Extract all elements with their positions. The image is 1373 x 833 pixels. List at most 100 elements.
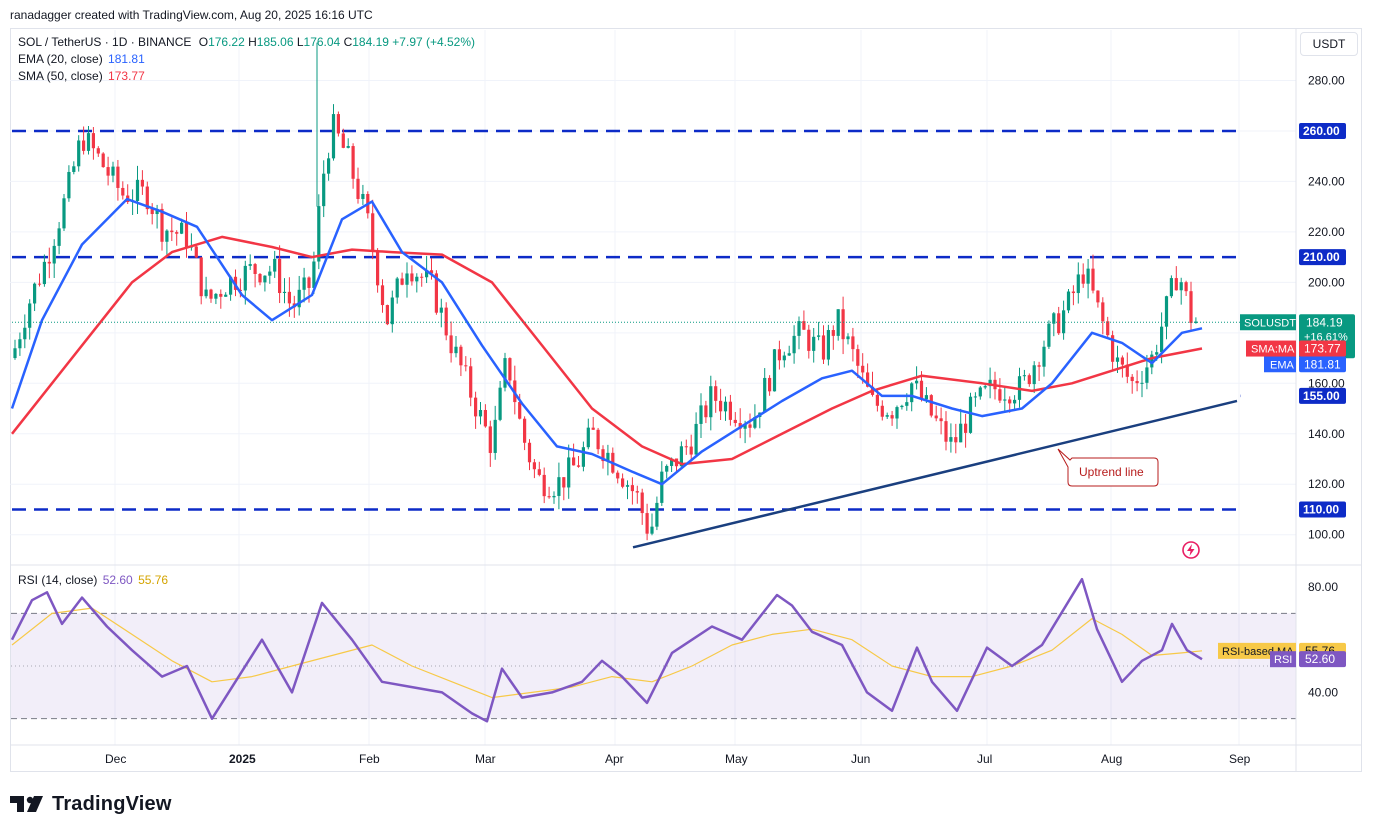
- candle-body: [532, 462, 536, 470]
- candle-body: [243, 265, 247, 291]
- candle-body: [910, 383, 914, 403]
- legend-rsi-ma-value: 55.76: [138, 573, 169, 587]
- legend-ema-value: 181.81: [108, 52, 145, 66]
- candle-body: [557, 477, 561, 496]
- candle-body: [807, 329, 811, 351]
- candle-body: [606, 452, 610, 462]
- y-tick-label: 100.00: [1308, 528, 1345, 542]
- candle-body: [567, 457, 571, 488]
- candle-body: [67, 171, 71, 199]
- candle-body: [572, 457, 576, 466]
- legend-ema-label: EMA (20, close): [18, 52, 103, 66]
- candle-body: [1120, 357, 1124, 365]
- candle-body: [861, 365, 865, 373]
- candle-body: [1135, 381, 1139, 384]
- candle-body: [1013, 399, 1017, 404]
- candle-body: [924, 395, 928, 400]
- level-tag: [1299, 249, 1346, 266]
- candle-body: [768, 377, 772, 392]
- candle-body: [1096, 290, 1100, 303]
- x-tick-label: 2025: [229, 752, 256, 766]
- sma-tag-value: 173.77: [1304, 342, 1341, 356]
- candle-body: [954, 437, 958, 443]
- candle-body: [33, 283, 37, 304]
- candle-body: [748, 424, 752, 428]
- tradingview-logo-icon: [10, 796, 43, 812]
- candle-body: [968, 396, 973, 433]
- candle-body: [483, 410, 487, 427]
- candle-body: [919, 380, 924, 400]
- candle-body: [498, 387, 502, 420]
- candle-body: [929, 395, 933, 416]
- legend-row-rsi: RSI (14, close) 52.60 55.76: [18, 573, 168, 587]
- candle-body: [508, 358, 512, 381]
- candle-body: [444, 307, 448, 336]
- level-tag: [1299, 501, 1346, 518]
- rsi-y-tick-label: 40.00: [1308, 685, 1338, 699]
- rsi-band-fill: [11, 613, 1296, 719]
- candle-body: [915, 380, 919, 384]
- candle-body: [121, 187, 125, 196]
- candle-body: [1086, 268, 1090, 284]
- candle-body: [817, 335, 821, 337]
- candle-body: [488, 426, 492, 453]
- candle-body: [885, 415, 889, 417]
- candle-body: [900, 405, 904, 408]
- x-tick-label: Aug: [1101, 752, 1122, 766]
- currency-button[interactable]: USDT: [1300, 32, 1358, 56]
- candle-body: [763, 377, 767, 413]
- tradingview-logo[interactable]: TradingView: [10, 792, 172, 816]
- candle-body: [733, 419, 737, 424]
- sma-tag: [1246, 340, 1296, 357]
- candle-body: [964, 423, 968, 433]
- candle-body: [635, 491, 639, 493]
- x-tick-label: May: [725, 752, 748, 766]
- candle-body: [689, 446, 693, 455]
- candle-body: [42, 261, 46, 285]
- ema-tag: [1264, 356, 1296, 373]
- candle-body: [312, 261, 316, 288]
- lightning-icon[interactable]: [1181, 540, 1201, 560]
- candle-body: [596, 429, 600, 450]
- candle-body: [28, 303, 32, 328]
- candle-body: [395, 278, 399, 298]
- candle-body: [890, 415, 894, 419]
- candle-body: [1174, 278, 1178, 291]
- candle-body: [846, 336, 850, 340]
- candle-body: [273, 258, 277, 272]
- candle-body: [547, 496, 551, 498]
- moving-averages: [10, 197, 1203, 486]
- x-tick-label: Apr: [605, 752, 624, 766]
- rsi-tag-value: 52.60: [1305, 652, 1335, 666]
- sma-value-tag: [1299, 340, 1346, 357]
- candle-body: [983, 386, 987, 388]
- chart-frame: [10, 28, 1362, 772]
- candle-body: [150, 209, 154, 215]
- candle-body: [214, 293, 218, 299]
- candle-body: [782, 355, 786, 361]
- level-tag-label: 210.00: [1303, 250, 1340, 264]
- candle-body: [518, 402, 522, 419]
- trendline-group: Uptrend line: [632, 399, 1238, 549]
- rsi-line: [10, 577, 1203, 723]
- candle-body: [268, 271, 272, 276]
- candle-body: [630, 485, 634, 492]
- candle-body: [1160, 326, 1164, 353]
- candle-body: [258, 273, 262, 283]
- candle-body: [278, 258, 282, 294]
- candle-body: [356, 178, 360, 199]
- candle-body: [1189, 291, 1193, 323]
- candle-body: [361, 193, 365, 199]
- x-tick-label: Dec: [105, 752, 126, 766]
- rsi-value-tag: [1299, 651, 1346, 668]
- candle-body: [503, 358, 507, 388]
- candle-body: [184, 222, 189, 248]
- x-tick-label: Sep: [1229, 752, 1251, 766]
- candle-body: [714, 386, 718, 401]
- candle-body: [875, 394, 879, 406]
- candle-body: [655, 502, 659, 527]
- candle-body: [728, 401, 732, 420]
- last-price-value: 184.19: [1306, 315, 1343, 329]
- candle-body: [400, 278, 404, 285]
